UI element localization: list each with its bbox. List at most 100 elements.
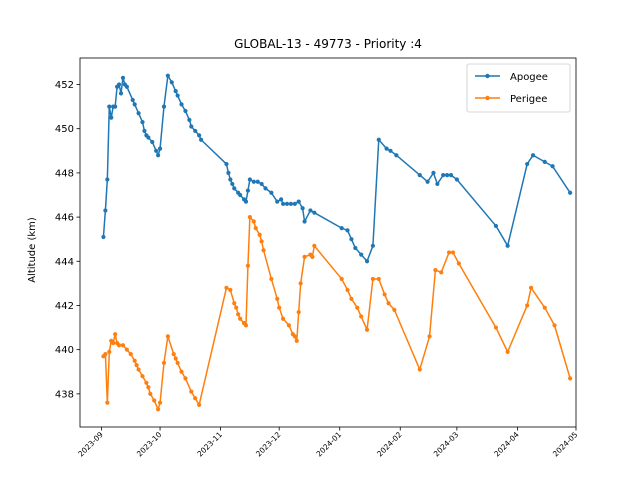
perigee-point [136,367,141,372]
perigee-point [528,285,534,290]
perigee-point [165,334,170,339]
perigee-point [370,276,376,282]
perigee-point [312,243,317,248]
perigee-point [251,219,256,224]
y-tick-label: 442 [55,301,74,312]
apogee-point [349,237,354,242]
perigee-point [286,323,292,328]
apogee-point [183,108,188,114]
apogee-point [156,153,161,158]
perigee-point [376,276,381,282]
perigee-point [232,301,237,306]
apogee-point [388,148,393,153]
perigee-point [386,301,391,306]
apogee-point [113,104,118,109]
perigee-point [392,307,397,312]
perigee-point [433,268,438,273]
perigee-point [292,334,297,339]
apogee-point [251,179,256,184]
axes-frame [79,57,577,428]
apogee-point [197,133,202,138]
y-tick-label: 452 [55,80,74,91]
apogee-point [187,117,192,122]
perigee-point [120,343,126,348]
apogee-point [238,192,243,198]
perigee-point [243,323,249,328]
apogee-point [263,186,268,191]
apogee-point [230,181,235,187]
apogee-point [542,159,547,164]
apogee-point [448,173,454,178]
apogee-point [150,139,155,145]
apogee-point [109,115,114,120]
apogee-point [312,210,317,215]
y-tick-label: 450 [55,124,74,135]
apogee-point [157,146,163,151]
perigee-point [228,287,233,293]
apogee-point [154,148,159,153]
apogee-point [505,243,510,248]
legend: Apogee Perigee [466,63,571,113]
perigee-point [128,351,133,357]
apogee-point [140,119,145,125]
perigee-point [542,305,547,310]
perigee-point [296,310,301,315]
perigee-point [234,305,239,310]
apogee-point [130,97,135,103]
apogee-point [425,179,430,184]
perigee-point [427,334,432,339]
apogee-point [550,164,555,169]
apogee-point [384,146,389,151]
apogee-point [339,226,344,231]
perigee-point [552,323,557,328]
y-tick-label: 438 [55,389,74,400]
perigee-point [113,332,118,337]
apogee-point [280,201,286,206]
perigee-point [236,312,241,317]
apogee-point [269,190,274,195]
perigee-point [224,285,229,290]
apogee-point [169,80,174,85]
perigee-point [269,276,274,282]
apogee-point [376,137,381,142]
apogee-point [118,91,124,96]
apogee-point [175,93,180,98]
apogee-point [198,137,204,142]
apogee-point [288,201,293,206]
perigee-point [144,380,149,385]
legend-perigee-label: Perigee [510,94,547,105]
legend-apogee-marker [485,73,490,79]
perigee-point [116,343,122,348]
perigee-point [525,303,530,308]
perigee-point [148,391,153,396]
apogee-point [345,228,350,233]
apogee-point [247,177,252,182]
apogee-point [228,177,233,182]
apogee-point [245,188,251,193]
perigee-point [355,305,360,310]
perigee-point [310,254,315,259]
perigee-point [152,398,157,403]
perigee-point [132,358,137,363]
perigee-point [183,376,188,381]
perigee-point [493,325,499,330]
y-tick-label: 440 [55,345,74,356]
apogee-point [179,102,184,107]
apogee-point [116,82,122,87]
perigee-point [261,248,266,253]
apogee-point [120,75,126,80]
perigee-point [302,254,307,259]
perigee-point [382,292,387,297]
perigee-point [349,296,354,301]
perigee-point [253,226,258,231]
apogee-point [232,186,237,191]
apogee-point [146,135,151,140]
perigee-point [345,287,350,293]
legend-apogee-label: Apogee [510,72,548,83]
perigee-point [179,369,184,374]
apogee-point [275,199,280,204]
perigee-point [417,367,422,372]
apogee-point [259,181,264,187]
apogee-point [161,104,167,109]
perigee-point [359,314,364,319]
